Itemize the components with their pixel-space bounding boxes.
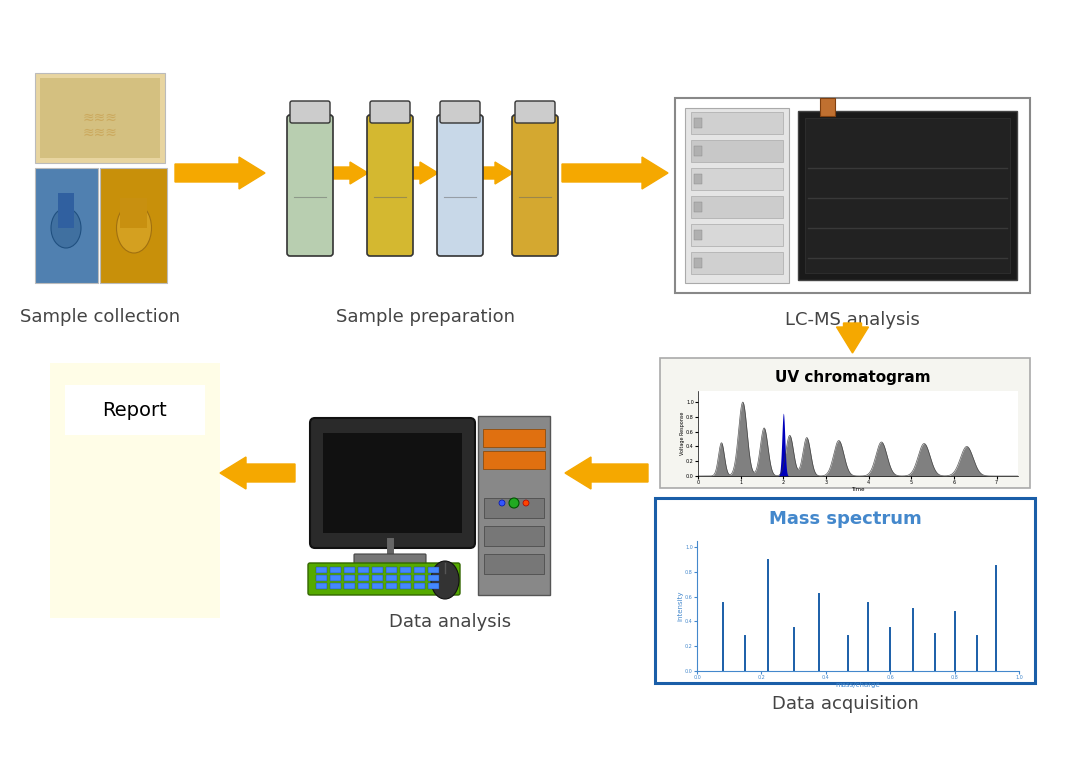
FancyBboxPatch shape xyxy=(484,554,544,574)
Text: ≋≋≋: ≋≋≋ xyxy=(82,111,118,125)
Polygon shape xyxy=(837,323,868,353)
FancyBboxPatch shape xyxy=(478,416,549,595)
FancyBboxPatch shape xyxy=(400,583,410,589)
FancyBboxPatch shape xyxy=(428,583,439,589)
FancyBboxPatch shape xyxy=(372,575,383,581)
FancyBboxPatch shape xyxy=(358,575,369,581)
FancyBboxPatch shape xyxy=(437,115,483,256)
FancyBboxPatch shape xyxy=(330,567,341,573)
Ellipse shape xyxy=(117,203,152,253)
FancyBboxPatch shape xyxy=(691,140,783,162)
Text: ≋≋≋: ≋≋≋ xyxy=(82,126,118,140)
FancyBboxPatch shape xyxy=(515,101,555,123)
FancyBboxPatch shape xyxy=(386,575,397,581)
FancyBboxPatch shape xyxy=(358,583,369,589)
FancyBboxPatch shape xyxy=(358,567,369,573)
Polygon shape xyxy=(482,162,513,184)
FancyBboxPatch shape xyxy=(330,575,341,581)
FancyBboxPatch shape xyxy=(428,567,439,573)
FancyBboxPatch shape xyxy=(694,258,702,268)
FancyBboxPatch shape xyxy=(344,567,355,573)
FancyBboxPatch shape xyxy=(310,418,475,548)
FancyBboxPatch shape xyxy=(344,575,355,581)
FancyBboxPatch shape xyxy=(484,526,544,546)
FancyBboxPatch shape xyxy=(323,433,462,533)
FancyBboxPatch shape xyxy=(694,118,702,128)
Text: Mass spectrum: Mass spectrum xyxy=(769,510,921,528)
Polygon shape xyxy=(566,457,648,489)
FancyBboxPatch shape xyxy=(414,567,425,573)
FancyBboxPatch shape xyxy=(400,575,410,581)
Circle shape xyxy=(499,500,505,506)
FancyBboxPatch shape xyxy=(60,173,72,193)
FancyBboxPatch shape xyxy=(694,174,702,184)
FancyBboxPatch shape xyxy=(484,498,544,518)
FancyBboxPatch shape xyxy=(797,111,1017,280)
FancyBboxPatch shape xyxy=(694,202,702,212)
FancyBboxPatch shape xyxy=(372,567,383,573)
FancyBboxPatch shape xyxy=(691,168,783,190)
Circle shape xyxy=(523,500,529,506)
Polygon shape xyxy=(562,157,668,189)
FancyBboxPatch shape xyxy=(440,101,480,123)
FancyBboxPatch shape xyxy=(660,358,1031,488)
FancyBboxPatch shape xyxy=(428,575,439,581)
FancyBboxPatch shape xyxy=(344,583,355,589)
FancyBboxPatch shape xyxy=(386,567,397,573)
FancyBboxPatch shape xyxy=(370,101,410,123)
Text: Sample collection: Sample collection xyxy=(20,308,180,326)
FancyBboxPatch shape xyxy=(58,193,74,228)
Text: Report: Report xyxy=(103,400,168,420)
FancyBboxPatch shape xyxy=(65,385,205,435)
FancyBboxPatch shape xyxy=(100,168,167,283)
FancyBboxPatch shape xyxy=(316,575,327,581)
FancyBboxPatch shape xyxy=(685,108,789,283)
FancyBboxPatch shape xyxy=(35,168,98,283)
FancyBboxPatch shape xyxy=(483,429,545,447)
FancyBboxPatch shape xyxy=(330,583,341,589)
Text: LC-MS analysis: LC-MS analysis xyxy=(785,311,920,329)
Text: Data acquisition: Data acquisition xyxy=(772,695,918,713)
FancyBboxPatch shape xyxy=(655,498,1035,683)
Text: Sample preparation: Sample preparation xyxy=(336,308,514,326)
Polygon shape xyxy=(412,162,438,184)
Ellipse shape xyxy=(431,561,459,599)
FancyBboxPatch shape xyxy=(50,363,220,618)
FancyBboxPatch shape xyxy=(316,567,327,573)
Polygon shape xyxy=(220,457,295,489)
FancyBboxPatch shape xyxy=(820,98,835,116)
Ellipse shape xyxy=(51,208,81,248)
FancyBboxPatch shape xyxy=(414,575,425,581)
Circle shape xyxy=(509,498,520,508)
Text: Data analysis: Data analysis xyxy=(389,613,511,631)
FancyBboxPatch shape xyxy=(675,98,1031,293)
FancyBboxPatch shape xyxy=(483,451,545,469)
FancyBboxPatch shape xyxy=(694,146,702,156)
FancyBboxPatch shape xyxy=(290,101,330,123)
FancyBboxPatch shape xyxy=(400,567,410,573)
FancyBboxPatch shape xyxy=(354,554,427,564)
Text: UV chromatogram: UV chromatogram xyxy=(775,370,930,385)
Polygon shape xyxy=(332,162,368,184)
FancyBboxPatch shape xyxy=(414,583,425,589)
FancyBboxPatch shape xyxy=(308,563,460,595)
FancyBboxPatch shape xyxy=(120,198,148,228)
FancyBboxPatch shape xyxy=(691,252,783,274)
FancyBboxPatch shape xyxy=(691,112,783,134)
FancyBboxPatch shape xyxy=(286,115,334,256)
FancyBboxPatch shape xyxy=(805,118,1010,273)
FancyBboxPatch shape xyxy=(372,583,383,589)
FancyBboxPatch shape xyxy=(691,224,783,246)
FancyBboxPatch shape xyxy=(691,196,783,218)
Polygon shape xyxy=(175,157,265,189)
FancyBboxPatch shape xyxy=(694,230,702,240)
FancyBboxPatch shape xyxy=(386,583,397,589)
FancyBboxPatch shape xyxy=(40,78,160,158)
FancyBboxPatch shape xyxy=(316,583,327,589)
FancyBboxPatch shape xyxy=(367,115,413,256)
FancyBboxPatch shape xyxy=(512,115,558,256)
FancyBboxPatch shape xyxy=(35,73,165,163)
